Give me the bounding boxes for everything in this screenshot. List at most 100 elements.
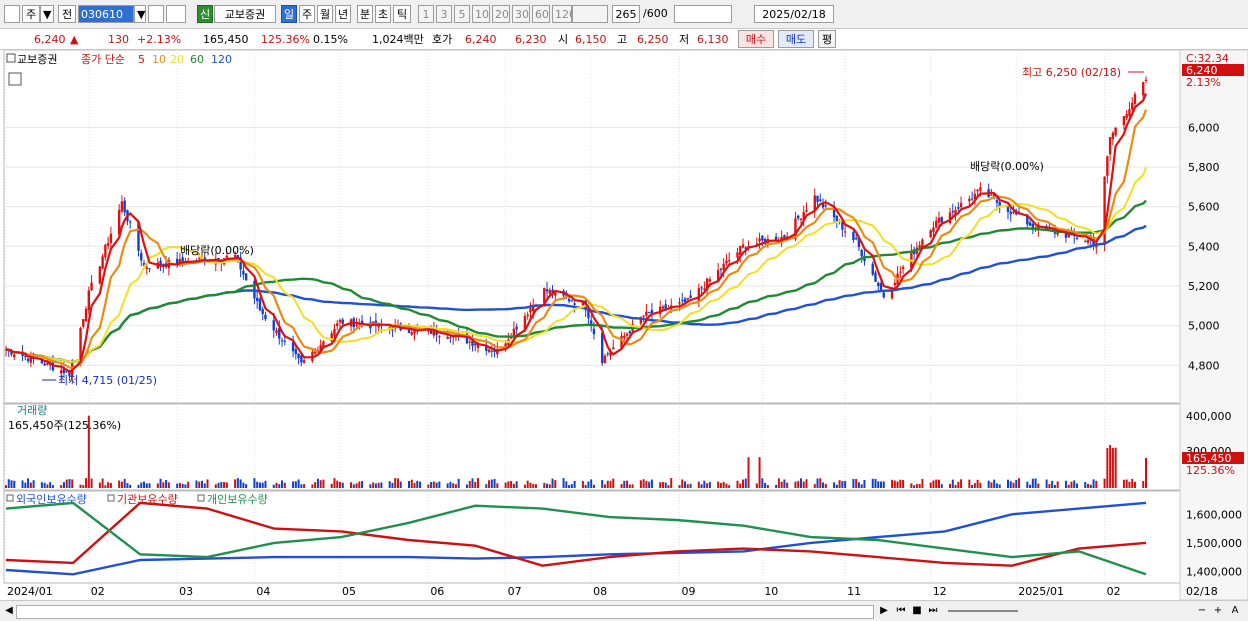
volume-bar-151: [587, 481, 590, 488]
volume-bar-219: [852, 478, 855, 488]
volume-bar-38: [148, 483, 151, 488]
avg-button[interactable]: 평: [818, 30, 836, 48]
volume-bar-255: [990, 482, 993, 488]
toolbar-item-7[interactable]: [166, 5, 186, 23]
scroll-right-icon[interactable]: ▶: [880, 605, 888, 616]
toolbar-item-22[interactable]: 30: [512, 5, 530, 23]
chart-scrollbar[interactable]: ◀ ▶ ⏮ ■ ⏭ − + A: [0, 600, 1248, 621]
toolbar-item-25[interactable]: [572, 5, 608, 23]
candle-body-11: [46, 362, 49, 365]
candle-31: [123, 197, 126, 217]
volume-bar-121: [471, 478, 474, 488]
candle-225: [874, 270, 877, 282]
stock-chart: 2024/01 02 03 04 05 06 07 08 09 10 11 12 2025/01 02 02…: [3, 50, 1248, 600]
zoom-slider[interactable]: [948, 610, 1018, 612]
volume-bar-274: [1064, 480, 1067, 488]
volume-bar-221: [857, 482, 860, 488]
volume-bar-73: [283, 482, 286, 488]
volume-bar-214: [833, 482, 836, 488]
toolbar-item-0[interactable]: [4, 5, 20, 23]
candle-244: [948, 207, 952, 225]
volume-bar-164: [639, 480, 642, 488]
stop-icon[interactable]: ■: [912, 605, 922, 616]
candle-70: [275, 327, 278, 336]
toolbar-item-16[interactable]: 틱: [393, 5, 411, 23]
volume-bar-40: [159, 478, 162, 488]
candle-body-124: [485, 345, 488, 351]
toolbar-item-18[interactable]: 3: [436, 5, 452, 23]
candle-body-65: [255, 297, 259, 302]
toolbar-item-20[interactable]: 10: [472, 5, 490, 23]
toolbar-item-11[interactable]: 주: [299, 5, 315, 23]
scroll-track[interactable]: [16, 605, 874, 619]
zoom-in-icon[interactable]: +: [1213, 605, 1223, 616]
volume-bar-197: [764, 482, 767, 488]
volume-bar-131: [510, 480, 513, 488]
sell-button[interactable]: 매도: [778, 30, 814, 48]
toolbar-item-12[interactable]: 월: [317, 5, 333, 23]
volume-bar-247: [957, 481, 960, 488]
candle-body-61: [239, 257, 242, 270]
candle-body-164: [639, 317, 643, 324]
candle-238: [921, 238, 924, 248]
toolbar-item-24[interactable]: 120: [552, 5, 576, 23]
toolbar-item-6[interactable]: [148, 5, 164, 23]
candle-body-15: [62, 368, 66, 374]
candle-body-126: [490, 350, 494, 352]
candle-body-253: [979, 187, 982, 191]
candle-250: [970, 191, 974, 201]
legend-ma-60: 60: [190, 53, 204, 66]
rewind-icon[interactable]: ⏮: [896, 605, 906, 616]
volume-bar-9: [40, 482, 43, 488]
toolbar-item-8[interactable]: 신: [197, 5, 213, 23]
candle-body-264: [1026, 214, 1029, 225]
legend-stock-name: 교보증권: [17, 53, 57, 66]
toolbar-item-2[interactable]: ▼: [40, 5, 54, 23]
candle-248: [959, 196, 963, 208]
quote-bid2: 6,230: [515, 33, 547, 46]
volume-bar-2: [10, 480, 13, 488]
candle-body-286: [1108, 137, 1112, 155]
x-label-1: 02: [91, 585, 105, 598]
toolbar-item-10[interactable]: 일: [281, 5, 297, 23]
toolbar-item-21[interactable]: 20: [492, 5, 510, 23]
volume-bar-239: [929, 482, 932, 488]
font-size-icon[interactable]: A: [1231, 605, 1239, 616]
toolbar-item-4[interactable]: 030610: [78, 5, 134, 23]
toolbar-item-9[interactable]: 교보증권: [214, 5, 276, 23]
volume-bar-225: [874, 478, 877, 488]
volume-bar-69: [272, 484, 275, 488]
toolbar-item-1[interactable]: 주: [22, 5, 40, 23]
toolbar-item-23[interactable]: 60: [532, 5, 550, 23]
toolbar-item-5[interactable]: ▼: [134, 5, 146, 23]
buy-button[interactable]: 매수: [738, 30, 774, 48]
toolbar-item-3[interactable]: 전: [58, 5, 76, 23]
quote-amount: 1,024백만: [372, 33, 424, 46]
candle-5: [24, 355, 27, 361]
forward-icon[interactable]: ⏭: [928, 605, 938, 616]
volume-bar-17: [68, 479, 71, 488]
candle-body-161: [625, 333, 629, 336]
volume-bar-124: [485, 484, 488, 488]
toolbar-item-27[interactable]: /600: [643, 7, 668, 20]
toolbar-item-26[interactable]: 265: [612, 5, 640, 23]
toolbar-item-17[interactable]: 1: [418, 5, 434, 23]
volume-bar-213: [824, 483, 827, 488]
toolbar-item-29[interactable]: 2025/02/18: [754, 5, 834, 23]
candle-288: [1114, 127, 1117, 138]
volume-bar-266: [1031, 478, 1034, 488]
toolbar-item-28[interactable]: [674, 5, 732, 23]
toolbar-item-15[interactable]: 초: [375, 5, 391, 23]
toolbar-item-14[interactable]: 분: [357, 5, 373, 23]
volume-bars: [5, 415, 1147, 488]
zoom-out-icon[interactable]: −: [1197, 605, 1207, 616]
toolbar-item-19[interactable]: 5: [454, 5, 470, 23]
candle-body-169: [658, 306, 662, 315]
volume-bar-171: [664, 482, 667, 488]
candle-body-287: [1111, 132, 1115, 139]
x-label-0: 2024/01: [7, 585, 53, 598]
toolbar-item-13[interactable]: 년: [335, 5, 351, 23]
volume-bar-71: [278, 484, 281, 488]
scroll-left-icon[interactable]: ◀: [5, 605, 13, 616]
candle-body-159: [620, 335, 623, 348]
